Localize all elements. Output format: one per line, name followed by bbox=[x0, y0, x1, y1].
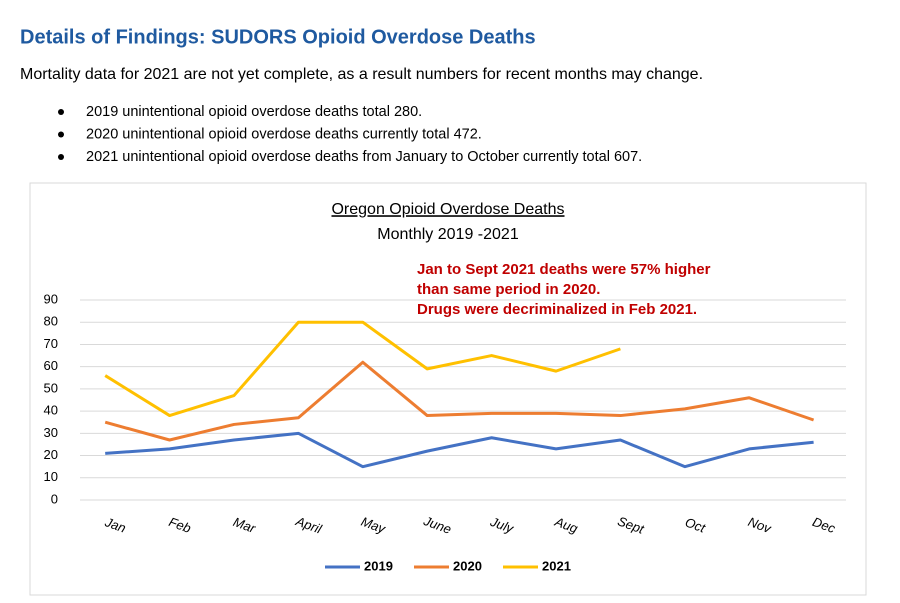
bullet-dot bbox=[58, 131, 64, 138]
legend-label: 2019 bbox=[364, 558, 393, 573]
legend-label: 2020 bbox=[453, 558, 482, 573]
chart-subtitle: Monthly 2019 -2021 bbox=[377, 226, 519, 243]
y-tick-label: 60 bbox=[44, 358, 58, 373]
bullet-text: 2019 unintentional opioid overdose death… bbox=[86, 104, 422, 120]
bullet-text: 2020 unintentional opioid overdose death… bbox=[86, 126, 482, 142]
x-tick-label: Mar bbox=[231, 514, 258, 536]
x-tick-label: Oct bbox=[683, 514, 708, 535]
bullet-text: 2021 unintentional opioid overdose death… bbox=[86, 149, 642, 165]
series-line bbox=[104, 360, 815, 442]
y-tick-label: 20 bbox=[44, 447, 58, 462]
legend-label: 2021 bbox=[542, 558, 571, 573]
chart-title: Oregon Opioid Overdose Deaths bbox=[331, 201, 564, 218]
y-tick-label: 0 bbox=[51, 491, 58, 506]
annotation: Jan to Sept 2021 deaths were 57% higher bbox=[417, 261, 711, 278]
y-tick-label: 30 bbox=[44, 425, 58, 440]
series-line bbox=[105, 431, 814, 469]
series-line bbox=[104, 320, 621, 418]
annotation: than same period in 2020. bbox=[417, 281, 600, 298]
page-title: Details of Findings: SUDORS Opioid Overd… bbox=[20, 26, 536, 48]
y-tick-label: 90 bbox=[44, 291, 58, 306]
y-tick-label: 80 bbox=[44, 314, 58, 329]
intro: Mortality data for 2021 are not yet comp… bbox=[20, 66, 703, 83]
y-tick-label: 10 bbox=[44, 469, 58, 484]
bullet-dot bbox=[58, 154, 64, 160]
x-tick-label: Jan bbox=[102, 514, 128, 536]
x-tick-label: Feb bbox=[167, 514, 193, 536]
bullet-dot bbox=[58, 109, 64, 115]
annotation: Drugs were decriminalized in Feb 2021. bbox=[417, 301, 697, 318]
y-tick-label: 50 bbox=[44, 380, 58, 395]
y-tick-label: 40 bbox=[44, 403, 58, 418]
y-tick-label: 70 bbox=[44, 336, 58, 351]
